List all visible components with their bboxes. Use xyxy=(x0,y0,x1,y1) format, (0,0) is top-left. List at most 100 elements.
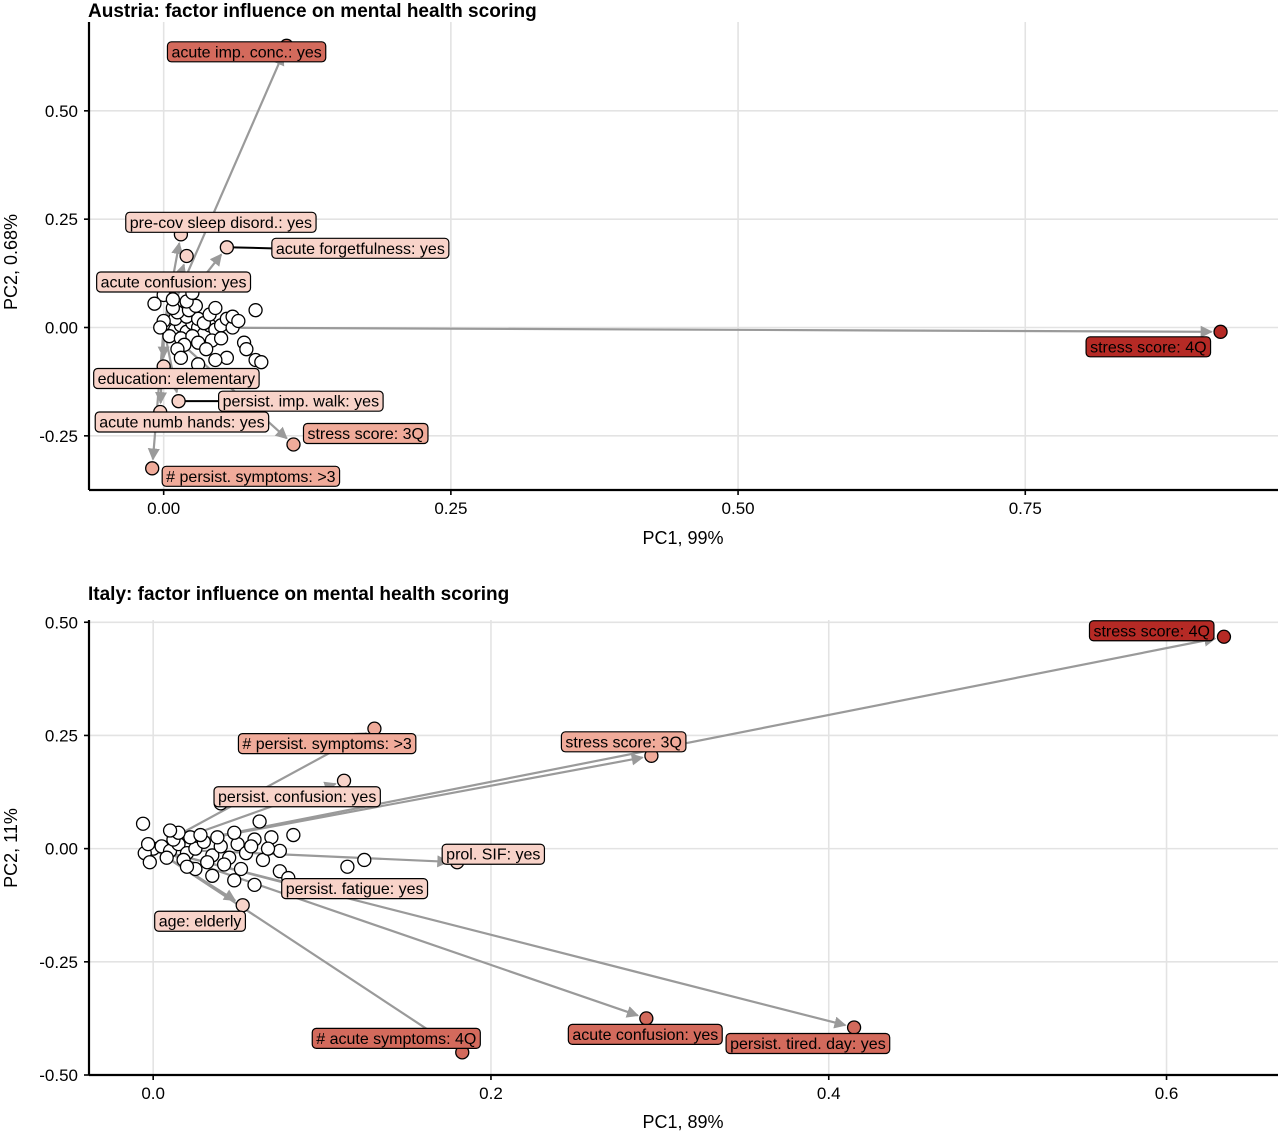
italy-y-tick-label: 0.25 xyxy=(45,726,78,745)
austria-label-text: stress score: 3Q xyxy=(307,426,423,443)
austria-x-tick-label: 0.00 xyxy=(147,499,180,518)
austria-label-box xyxy=(94,411,270,433)
austria-y-tick-label: 0.00 xyxy=(45,319,78,338)
italy-arrow-acute-confusion-yes xyxy=(152,847,639,1018)
austria-chart-title: Austria: factor influence on mental heal… xyxy=(88,1,537,22)
italy-point xyxy=(233,861,249,877)
italy-label-text: stress score: 3Q xyxy=(565,734,681,751)
austria-label-box xyxy=(166,41,327,63)
italy-label-age-elderly: age: elderly xyxy=(154,910,247,932)
italy-point xyxy=(227,825,242,840)
austria-label-text: # persist. symptoms: >3 xyxy=(166,469,335,486)
italy-label-box xyxy=(560,731,687,753)
austria-point xyxy=(248,303,263,318)
austria-label-box xyxy=(93,367,260,390)
italy-x-tick-label: 0.6 xyxy=(1155,1084,1179,1103)
austria-y-axis-title: PC2, 0.68% xyxy=(1,214,21,310)
italy-label-text: age: elderly xyxy=(159,914,242,931)
austria-point xyxy=(199,342,214,357)
italy-label-persist-tired-day-yes: persist. tired. day: yes xyxy=(725,1032,891,1055)
italy-label-text: prol. SIF: yes xyxy=(446,847,540,864)
italy-label-text: # persist. symptoms: >3 xyxy=(242,736,411,753)
italy-label-stress-score-4q: stress score: 4Q xyxy=(1088,620,1215,642)
italy-label-box xyxy=(237,733,417,755)
italy-label-persist-fatigue-yes: persist. fatigue: yes xyxy=(281,878,429,900)
austria-point xyxy=(165,292,181,307)
italy-panel: Italy: factor influence on mental health… xyxy=(1,584,1278,1132)
italy-point-stress-score-4q xyxy=(1216,629,1232,644)
italy-y-tick-label: -0.50 xyxy=(39,1066,78,1085)
austria-label-acute-numb-hands-yes: acute numb hands: yes xyxy=(94,411,270,433)
italy-x-tick-label: 0.2 xyxy=(479,1084,503,1103)
italy-label-box xyxy=(213,786,381,808)
austria-arrow-persist-symptoms-3 xyxy=(147,327,165,461)
austria-label-box xyxy=(1085,336,1212,358)
austria-label-acute-forgetfulness-yes: acute forgetfulness: yes xyxy=(271,237,450,259)
austria-point-persist-imp-walk-yes xyxy=(171,394,186,409)
austria-label-acute-confusion-yes: acute confusion: yes xyxy=(96,271,252,293)
italy-point xyxy=(193,827,208,843)
austria-label-stress-score-4q: stress score: 4Q xyxy=(1085,336,1212,358)
italy-arrow-prol-sif-yes xyxy=(153,847,450,868)
italy-labels: stress score: 4Q stress score: 3Q # persis… xyxy=(154,620,1215,1055)
italy-label-box xyxy=(1088,620,1215,642)
italy-arrows xyxy=(152,634,1217,1049)
austria-arrow-stress-score-4q xyxy=(163,325,1213,338)
austria-label-box xyxy=(96,271,252,293)
italy-label-text: persist. confusion: yes xyxy=(218,789,376,806)
austria-label-stress-score-3q: stress score: 3Q xyxy=(302,422,429,445)
austria-x-axis-title: PC1, 99% xyxy=(642,528,723,548)
austria-label-box xyxy=(125,211,317,233)
austria-label-text: persist. imp. walk: yes xyxy=(223,394,379,411)
italy-point xyxy=(159,850,174,865)
italy-point xyxy=(227,873,242,888)
austria-label-acute-imp-conc-yes: acute imp. conc.: yes xyxy=(166,41,327,63)
austria-point xyxy=(254,355,269,370)
austria-point-acute-forgetfulness-yes xyxy=(219,240,235,255)
austria-axes: 0.00 0.25 0.50 0.75 -0.25 0.00 0.25 0.50 xyxy=(39,22,1278,518)
austria-label-education-elementary: education: elementary xyxy=(93,367,260,390)
italy-point-age-elderly xyxy=(235,898,250,913)
austria-label-text: stress score: 4Q xyxy=(1090,339,1206,356)
austria-point xyxy=(208,352,223,368)
italy-label-persist-confusion-yes: persist. confusion: yes xyxy=(213,786,381,808)
italy-point xyxy=(205,868,220,883)
italy-y-tick-label: 0.50 xyxy=(45,613,78,632)
italy-label-text: persist. tired. day: yes xyxy=(730,1036,886,1053)
austria-y-tick-label: -0.25 xyxy=(39,427,78,446)
austria-points xyxy=(145,38,1228,476)
italy-point xyxy=(357,852,372,868)
austria-point-stress-score-3q xyxy=(286,437,301,452)
italy-point-acute-confusion-yes xyxy=(639,1011,654,1026)
italy-point xyxy=(272,843,287,859)
italy-point xyxy=(260,841,276,856)
austria-label-text: education: elementary xyxy=(98,371,255,388)
austria-label-box xyxy=(161,465,341,487)
austria-point-stress-score-4q xyxy=(1213,324,1228,339)
italy-x-tick-label: 0.0 xyxy=(141,1084,165,1103)
italy-point xyxy=(135,816,151,831)
italy-x-axis-title: PC1, 89% xyxy=(642,1112,723,1132)
italy-point-persist-tired-day-yes xyxy=(846,1020,862,1035)
italy-point xyxy=(162,823,178,838)
italy-label-box xyxy=(311,1027,481,1049)
italy-label-box xyxy=(281,878,429,900)
italy-label-box xyxy=(154,910,247,932)
italy-label-acute-symptoms-4q: # acute symptoms: 4Q xyxy=(311,1027,481,1049)
austria-y-tick-label: 0.50 xyxy=(45,102,78,121)
austria-point-persist-symptoms-3 xyxy=(145,461,160,476)
austria-point xyxy=(208,300,223,316)
italy-label-text: stress score: 4Q xyxy=(1093,623,1209,640)
austria-point xyxy=(173,350,189,365)
italy-point xyxy=(142,855,157,870)
italy-point xyxy=(252,814,267,829)
austria-point xyxy=(239,342,254,357)
austria-point-acute-confusion-yes xyxy=(179,248,194,264)
italy-point xyxy=(247,877,262,893)
austria-x-tick-label: 0.50 xyxy=(722,499,755,518)
austria-x-tick-label: 0.75 xyxy=(1009,499,1042,518)
austria-panel: Austria: factor influence on mental heal… xyxy=(1,1,1278,548)
austria-label-text: acute confusion: yes xyxy=(101,275,247,292)
italy-label-persist-symptoms-3: # persist. symptoms: >3 xyxy=(237,733,417,755)
